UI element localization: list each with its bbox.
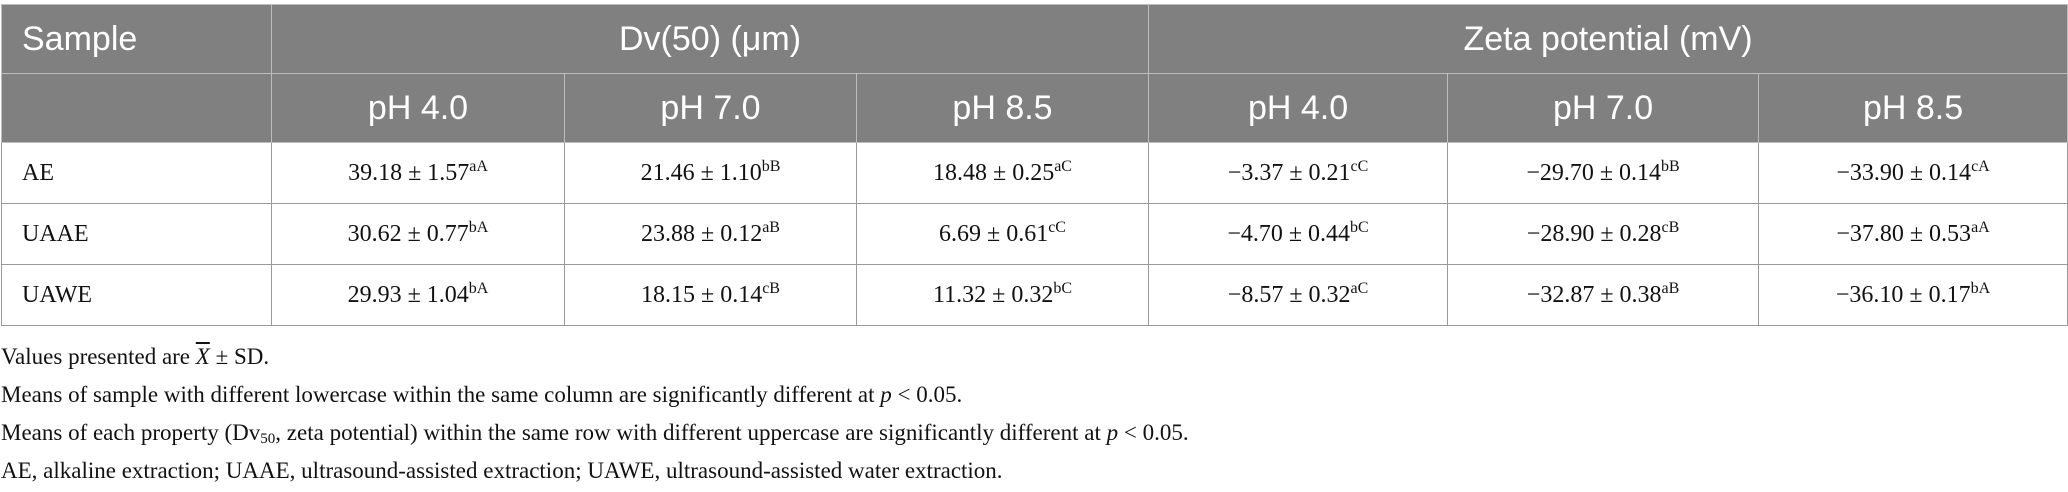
value-cell: −3.37 ± 0.21cC <box>1148 142 1449 204</box>
table-figure: Sample Dv(50) (μm) Zeta potential (mV) p… <box>1 4 2068 483</box>
significance-superscript: aB <box>1661 279 1680 297</box>
footnote-lowercase: Means of sample with different lowercase… <box>1 376 1189 414</box>
value-text: −33.90 ± 0.14 <box>1836 159 1972 186</box>
header-ph: pH 4.0 <box>1148 73 1449 143</box>
significance-superscript: bC <box>1350 218 1369 236</box>
header-row-groups: Sample Dv(50) (μm) Zeta potential (mV) <box>1 4 2068 74</box>
value-cell: −8.57 ± 0.32aC <box>1148 264 1449 326</box>
value-cell: 29.93 ± 1.04bA <box>271 264 565 326</box>
value-cell: 18.48 ± 0.25aC <box>855 142 1150 204</box>
value-text: −4.70 ± 0.44 <box>1227 220 1351 247</box>
value-cell: −29.70 ± 0.14bB <box>1447 142 1760 204</box>
significance-superscript: bA <box>1970 279 1991 297</box>
value-cell: 21.46 ± 1.10bB <box>564 142 857 204</box>
header-ph: pH 7.0 <box>1447 73 1760 143</box>
value-text: −28.90 ± 0.28 <box>1526 220 1662 247</box>
header-zeta-potential: Zeta potential (mV) <box>1148 4 2068 74</box>
significance-superscript: aC <box>1054 157 1072 175</box>
value-text: −36.10 ± 0.17 <box>1835 281 1971 308</box>
significance-superscript: bA <box>468 279 489 297</box>
footnote-text: ± SD. <box>215 344 270 369</box>
significance-superscript: bB <box>761 157 781 175</box>
significance-superscript: aA <box>1971 218 1990 236</box>
header-ph: pH 7.0 <box>564 73 857 143</box>
value-cell: 39.18 ± 1.57aA <box>271 142 565 204</box>
footnote-text: < 0.05. <box>897 382 963 407</box>
header-ph: pH 4.0 <box>271 73 565 143</box>
value-cell: −37.80 ± 0.53aA <box>1758 203 2068 265</box>
header-ph: pH 8.5 <box>1758 73 2068 143</box>
value-text: 21.46 ± 1.10 <box>640 159 762 186</box>
footnote-text: Means of sample with different lowercase… <box>1 382 875 407</box>
value-text: 39.18 ± 1.57 <box>348 159 470 186</box>
value-text: 18.15 ± 0.14 <box>641 281 763 308</box>
table-row: UAWE 29.93 ± 1.04bA 18.15 ± 0.14cB 11.32… <box>1 264 2068 326</box>
value-cell: 6.69 ± 0.61cC <box>855 203 1150 265</box>
footnote-text: < 0.05. <box>1123 420 1189 445</box>
significance-superscript: cC <box>1350 157 1369 175</box>
footnote-values: Values presented are X ± SD. <box>1 338 1189 376</box>
mean-symbol: X <box>195 344 210 369</box>
value-cell: −28.90 ± 0.28cB <box>1447 203 1760 265</box>
header-dv50: Dv(50) (μm) <box>270 4 1150 74</box>
p-symbol: p <box>880 382 892 407</box>
significance-superscript: cA <box>1971 157 1990 175</box>
table-row: AE 39.18 ± 1.57aA 21.46 ± 1.10bB 18.48 ±… <box>1 142 2068 204</box>
footnote-text: Means of each property (Dv <box>1 420 261 445</box>
value-cell: 18.15 ± 0.14cB <box>564 264 857 326</box>
results-table: Sample Dv(50) (μm) Zeta potential (mV) p… <box>1 4 2068 326</box>
footnote-text: Values presented are <box>1 344 191 369</box>
subscript-50: 50 <box>260 431 276 447</box>
value-cell: −36.10 ± 0.17bA <box>1758 264 2068 326</box>
footnote-uppercase: Means of each property (Dv50, zeta poten… <box>1 414 1189 452</box>
significance-superscript: aA <box>469 157 488 175</box>
table-row: UAAE 30.62 ± 0.77bA 23.88 ± 0.12aB 6.69 … <box>1 203 2068 265</box>
value-cell: 30.62 ± 0.77bA <box>271 203 565 265</box>
value-text: −29.70 ± 0.14 <box>1526 159 1662 186</box>
header-sample: Sample <box>1 4 272 74</box>
significance-superscript: bB <box>1661 157 1680 175</box>
header-row-ph: pH 4.0 pH 7.0 pH 8.5 pH 4.0 pH 7.0 pH 8.… <box>1 73 2068 143</box>
value-cell: −32.87 ± 0.38aB <box>1447 264 1760 326</box>
value-text: 6.69 ± 0.61 <box>939 220 1049 247</box>
sample-cell: AE <box>1 142 272 204</box>
header-ph: pH 8.5 <box>855 73 1150 143</box>
value-text: −8.57 ± 0.32 <box>1227 281 1351 308</box>
value-cell: 23.88 ± 0.12aB <box>564 203 857 265</box>
footnote-abbreviations: AE, alkaline extraction; UAAE, ultrasoun… <box>1 458 1003 483</box>
sample-cell: UAWE <box>1 264 272 326</box>
header-empty <box>1 73 272 143</box>
value-text: 11.32 ± 0.32 <box>933 281 1054 308</box>
value-text: 18.48 ± 0.25 <box>933 159 1055 186</box>
value-cell: 11.32 ± 0.32bC <box>855 264 1150 326</box>
value-cell: −33.90 ± 0.14cA <box>1758 142 2068 204</box>
value-text: 23.88 ± 0.12 <box>641 220 763 247</box>
value-cell: −4.70 ± 0.44bC <box>1148 203 1449 265</box>
p-symbol: p <box>1106 420 1119 445</box>
significance-superscript: bC <box>1053 279 1072 297</box>
significance-superscript: cC <box>1048 218 1066 236</box>
table-footnotes: Values presented are X ± SD. Means of sa… <box>1 338 1189 490</box>
significance-superscript: aC <box>1350 279 1369 297</box>
significance-superscript: aB <box>762 218 780 236</box>
value-text: 29.93 ± 1.04 <box>347 281 469 308</box>
significance-superscript: cB <box>762 279 780 297</box>
sample-cell: UAAE <box>1 203 272 265</box>
value-text: −37.80 ± 0.53 <box>1836 220 1972 247</box>
value-text: 30.62 ± 0.77 <box>347 220 469 247</box>
significance-superscript: bA <box>468 218 489 236</box>
footnote-text: , zeta potential) within the same row wi… <box>275 420 1101 445</box>
value-text: −3.37 ± 0.21 <box>1227 159 1351 186</box>
significance-superscript: cB <box>1661 218 1680 236</box>
value-text: −32.87 ± 0.38 <box>1526 281 1662 308</box>
